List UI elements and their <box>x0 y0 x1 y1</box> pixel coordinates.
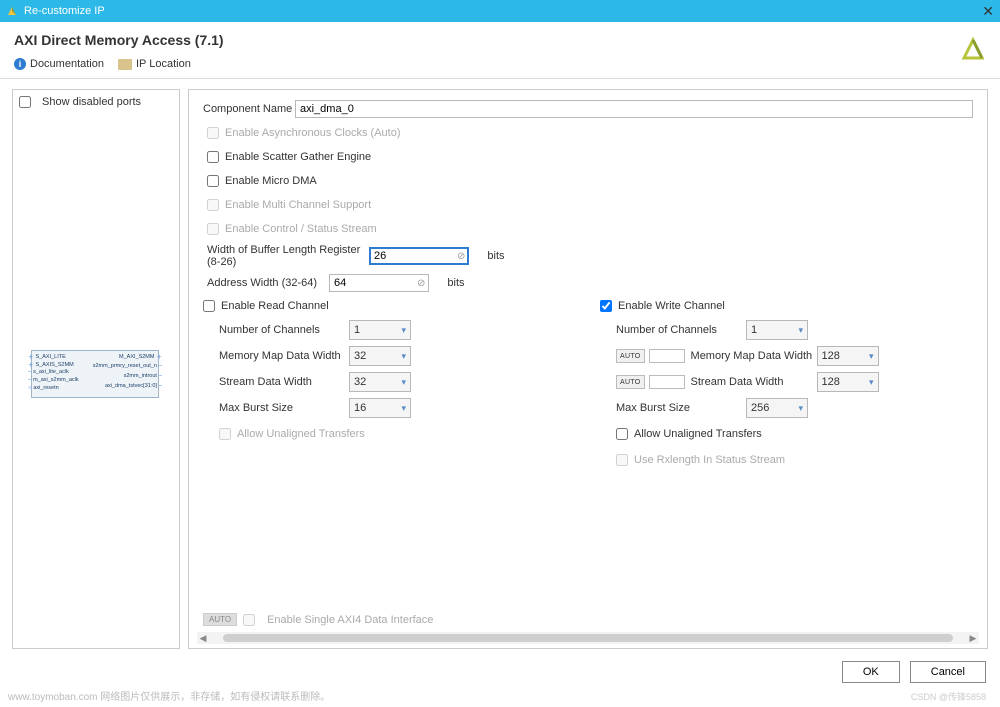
product-logo-icon <box>960 36 986 62</box>
single-axi4-row: AUTO Enable Single AXI4 Data Interface <box>203 613 433 626</box>
addr-width-input[interactable] <box>329 274 429 292</box>
scroll-right-icon[interactable]: ▶ <box>967 633 979 644</box>
folder-icon <box>118 59 132 70</box>
buf-len-label: Width of Buffer Length Register (8-26) <box>207 244 365 268</box>
scroll-left-icon[interactable]: ◀ <box>197 633 209 644</box>
addr-width-label: Address Width (32-64) <box>207 277 325 289</box>
write-stream-width-select[interactable]: 128▾ <box>817 372 879 392</box>
page-title: AXI Direct Memory Access (7.1) <box>14 32 986 48</box>
read-max-burst-select[interactable]: 16▾ <box>349 398 411 418</box>
window-title: Re-customize IP <box>24 5 105 17</box>
documentation-link[interactable]: i Documentation <box>14 58 104 70</box>
read-mem-map-width-select[interactable]: 32▾ <box>349 346 411 366</box>
auto-tag: AUTO <box>616 375 645 389</box>
enable-multi-channel-checkbox <box>207 199 219 211</box>
write-mem-map-width-select[interactable]: 128▾ <box>817 346 879 366</box>
titlebar: Re-customize IP ✕ <box>0 0 1000 22</box>
enable-micro-dma-checkbox[interactable] <box>207 175 219 187</box>
buf-len-input[interactable] <box>369 247 469 265</box>
read-channel-section: Enable Read Channel Number of Channels 1… <box>203 300 576 476</box>
footer: OK Cancel <box>842 661 986 683</box>
read-stream-width-select[interactable]: 32▾ <box>349 372 411 392</box>
write-use-rxlength-checkbox <box>616 454 628 466</box>
read-num-channels-select[interactable]: 1▾ <box>349 320 411 340</box>
component-name-input[interactable] <box>295 100 973 118</box>
enable-sg-checkbox[interactable] <box>207 151 219 163</box>
write-num-channels-select[interactable]: 1▾ <box>746 320 808 340</box>
header: AXI Direct Memory Access (7.1) <box>0 22 1000 54</box>
ok-button[interactable]: OK <box>842 661 900 683</box>
show-disabled-ports-label: Show disabled ports <box>42 96 141 108</box>
component-name-label: Component Name <box>203 103 295 115</box>
auto-tag: AUTO <box>616 349 645 363</box>
scrollbar-thumb[interactable] <box>223 634 953 642</box>
ip-block-diagram: ＋S_AXI_LITE ＋S_AXIS_S2MM –s_axi_lite_acl… <box>31 350 159 398</box>
enable-async-clocks-checkbox <box>207 127 219 139</box>
info-icon: i <box>14 58 26 70</box>
ip-location-link[interactable]: IP Location <box>118 58 191 70</box>
close-icon[interactable]: ✕ <box>982 3 994 20</box>
cancel-button[interactable]: Cancel <box>910 661 986 683</box>
enable-read-channel-checkbox[interactable] <box>203 300 215 312</box>
left-panel: Show disabled ports ＋S_AXI_LITE ＋S_AXIS_… <box>12 89 180 649</box>
watermark-csdn: CSDN @传锋5858 <box>911 690 986 703</box>
single-axi4-checkbox <box>243 614 255 626</box>
right-panel: Component Name Enable Asynchronous Clock… <box>188 89 988 649</box>
enable-write-channel-checkbox[interactable] <box>600 300 612 312</box>
write-allow-unaligned-checkbox[interactable] <box>616 428 628 440</box>
horizontal-scrollbar[interactable]: ◀ ▶ <box>197 632 979 644</box>
show-disabled-ports-checkbox[interactable] <box>19 96 31 108</box>
auto-badge: AUTO <box>203 613 237 626</box>
write-max-burst-select[interactable]: 256▾ <box>746 398 808 418</box>
write-channel-section: Enable Write Channel Number of Channels … <box>600 300 973 476</box>
watermark: www.toymoban.com 网络图片仅供展示，非存储，如有侵权请联系删除。 <box>8 688 330 703</box>
app-logo-icon <box>6 5 18 17</box>
toolbar: i Documentation IP Location <box>0 54 1000 79</box>
main-area: Show disabled ports ＋S_AXI_LITE ＋S_AXIS_… <box>0 79 1000 659</box>
enable-ctrl-status-checkbox <box>207 223 219 235</box>
read-allow-unaligned-checkbox <box>219 428 231 440</box>
